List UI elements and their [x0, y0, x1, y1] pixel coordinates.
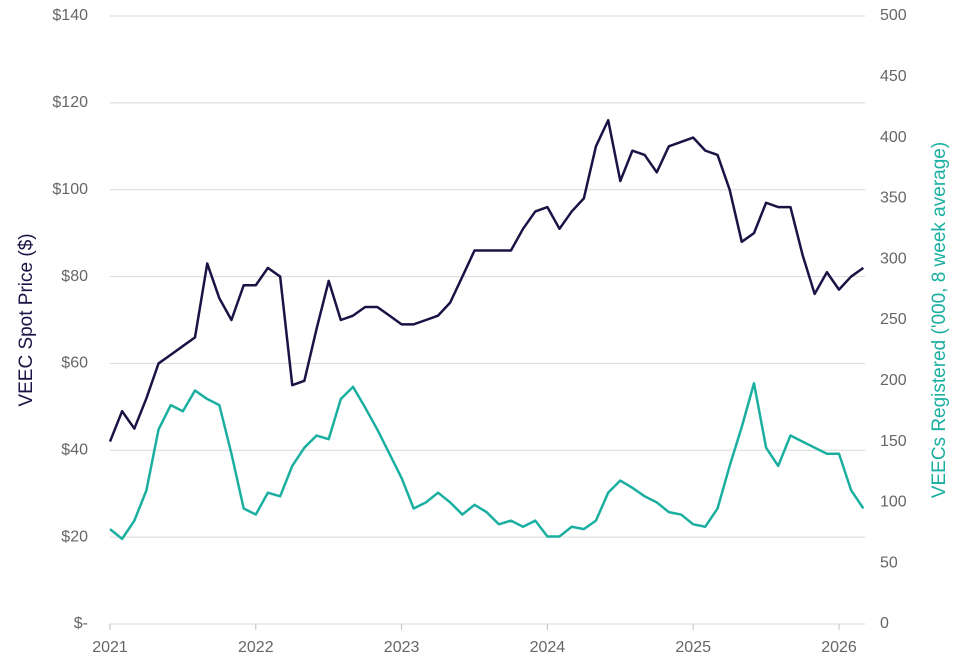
y-tick-label: $100 — [52, 181, 88, 198]
y-tick-label: $20 — [61, 528, 88, 545]
y-axis-title: VEEC Spot Price ($) — [16, 233, 37, 406]
y2-tick-label: 50 — [880, 554, 898, 571]
y-tick-label: $120 — [52, 94, 88, 111]
line-series — [109, 381, 865, 541]
y-tick-label: $60 — [61, 355, 88, 372]
y-tick-label: $140 — [52, 7, 88, 24]
y2-tick-label: 400 — [880, 129, 907, 146]
x-tick-label: 2025 — [675, 639, 711, 656]
x-tick-label: 2026 — [821, 639, 857, 656]
y2-tick-label: 0 — [880, 615, 889, 632]
y2-axis-title: VEECs Registered ('000, 8 week average) — [929, 142, 950, 498]
y2-tick-label: 100 — [880, 494, 907, 511]
x-tick-label: 2024 — [530, 639, 566, 656]
x-tick-label: 2022 — [238, 639, 274, 656]
y2-tick-label: 450 — [880, 68, 907, 85]
y2-tick-label: 350 — [880, 190, 907, 207]
x-tick-label: 2021 — [92, 639, 128, 656]
y-tick-label: $80 — [61, 268, 88, 285]
y2-tick-label: 300 — [880, 250, 907, 267]
x-tick-label: 2023 — [384, 639, 420, 656]
y-tick-label: $40 — [61, 442, 88, 459]
y2-tick-label: 500 — [880, 7, 907, 24]
y2-tick-label: 200 — [880, 372, 907, 389]
y-tick-label: $- — [74, 615, 88, 632]
y2-tick-label: 150 — [880, 433, 907, 450]
line-series — [108, 118, 865, 443]
y2-tick-label: 250 — [880, 311, 907, 328]
